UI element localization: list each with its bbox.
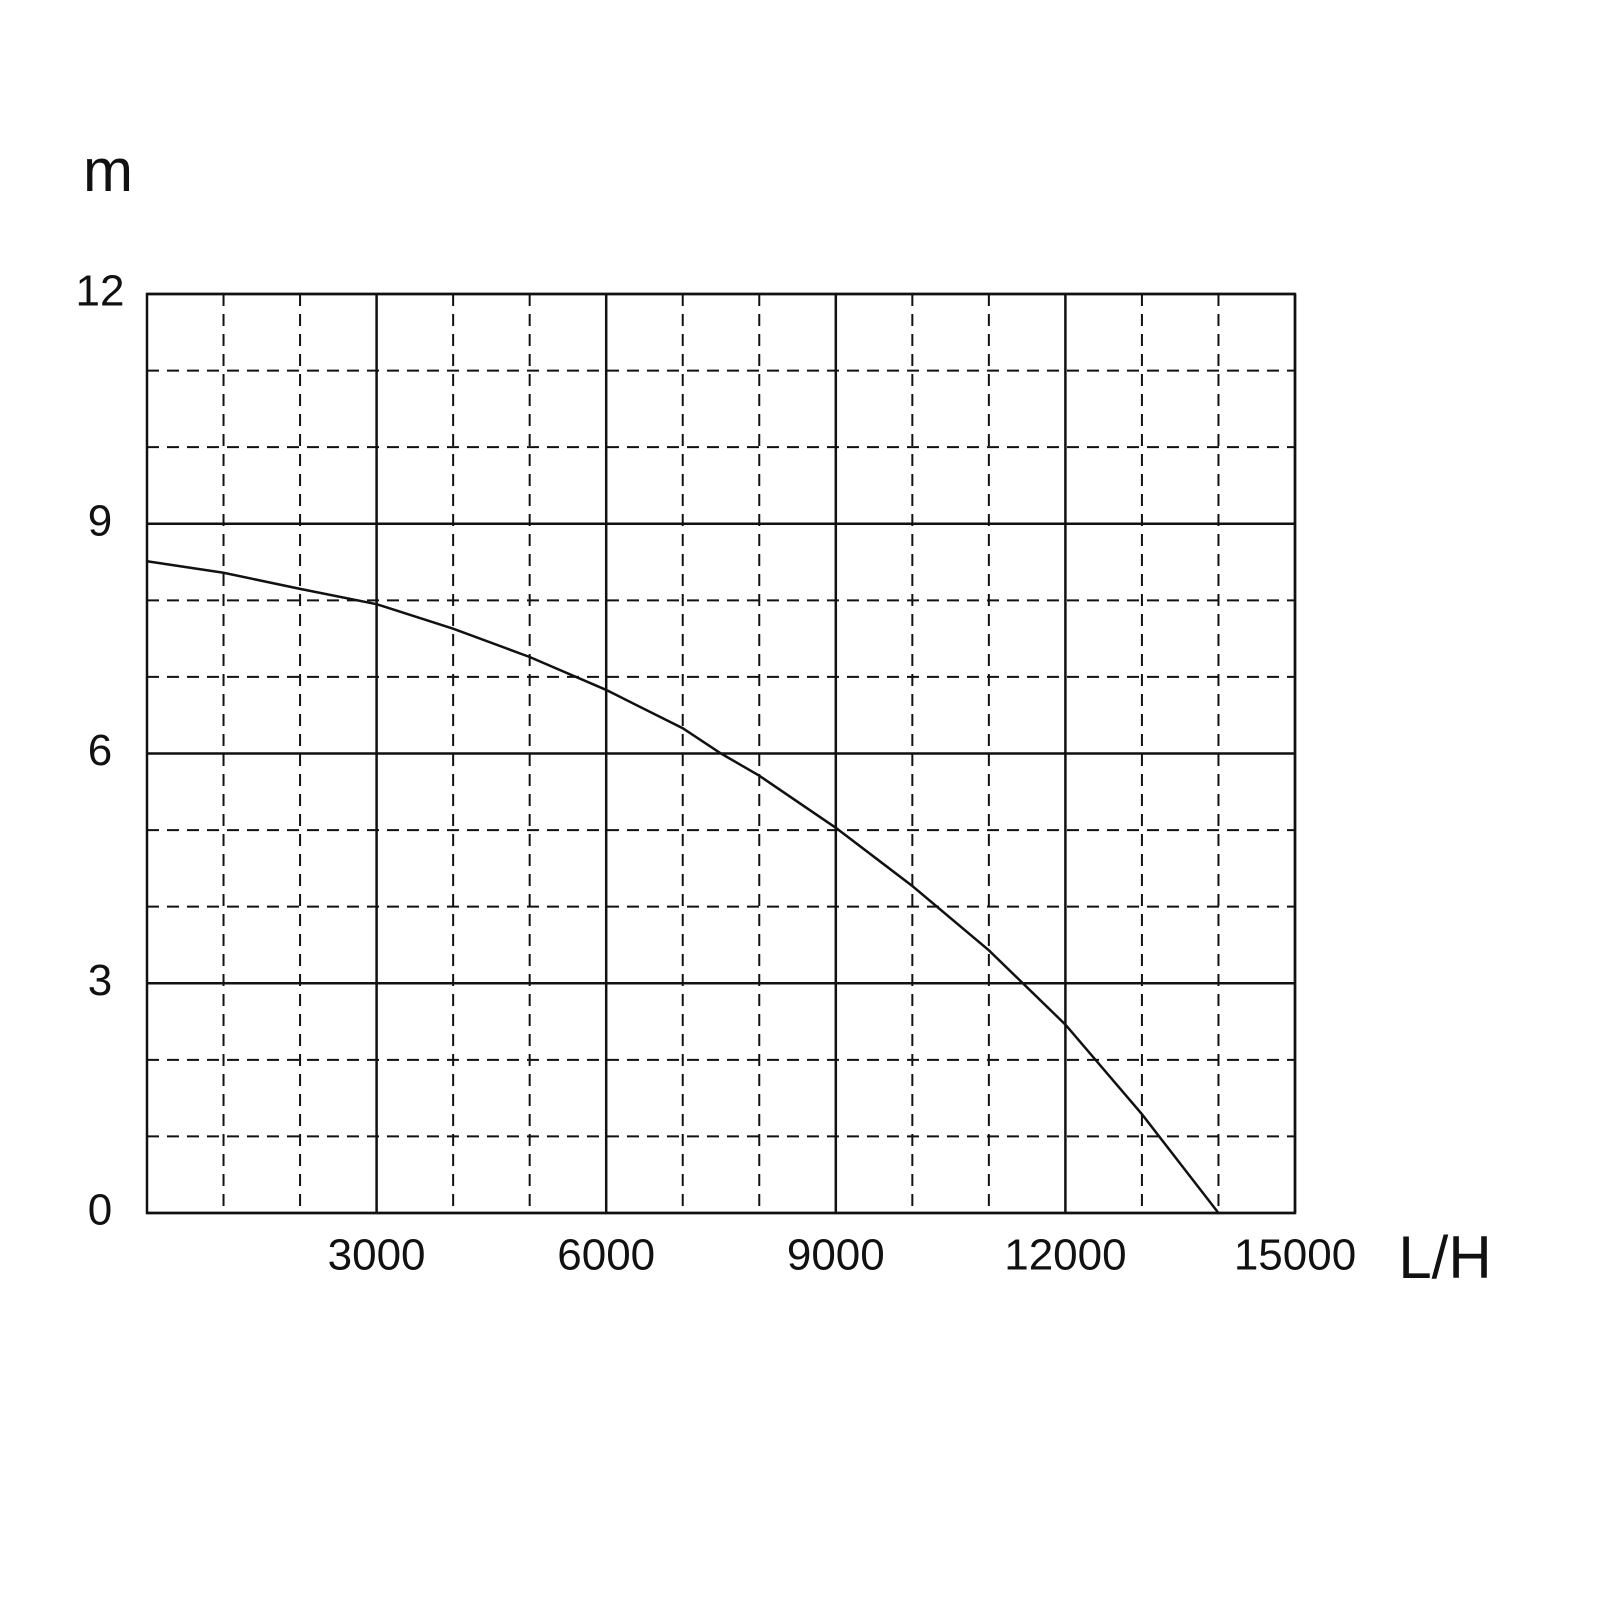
y-tick-label: 0 [88,1186,112,1235]
y-axis-label: m [83,137,133,204]
y-tick-label: 3 [88,956,112,1005]
y-tick-label: 6 [88,726,112,775]
x-tick-label: 15000 [1234,1231,1356,1280]
x-axis-label: L/H [1398,1224,1491,1291]
x-tick-label: 3000 [328,1231,426,1280]
x-tick-label: 12000 [1004,1231,1126,1280]
y-tick-label: 12 [76,267,125,316]
curve [146,560,1220,1214]
x-tick-label: 9000 [787,1231,885,1280]
y-tick-label: 9 [88,496,112,545]
x-tick-label: 6000 [557,1231,655,1280]
